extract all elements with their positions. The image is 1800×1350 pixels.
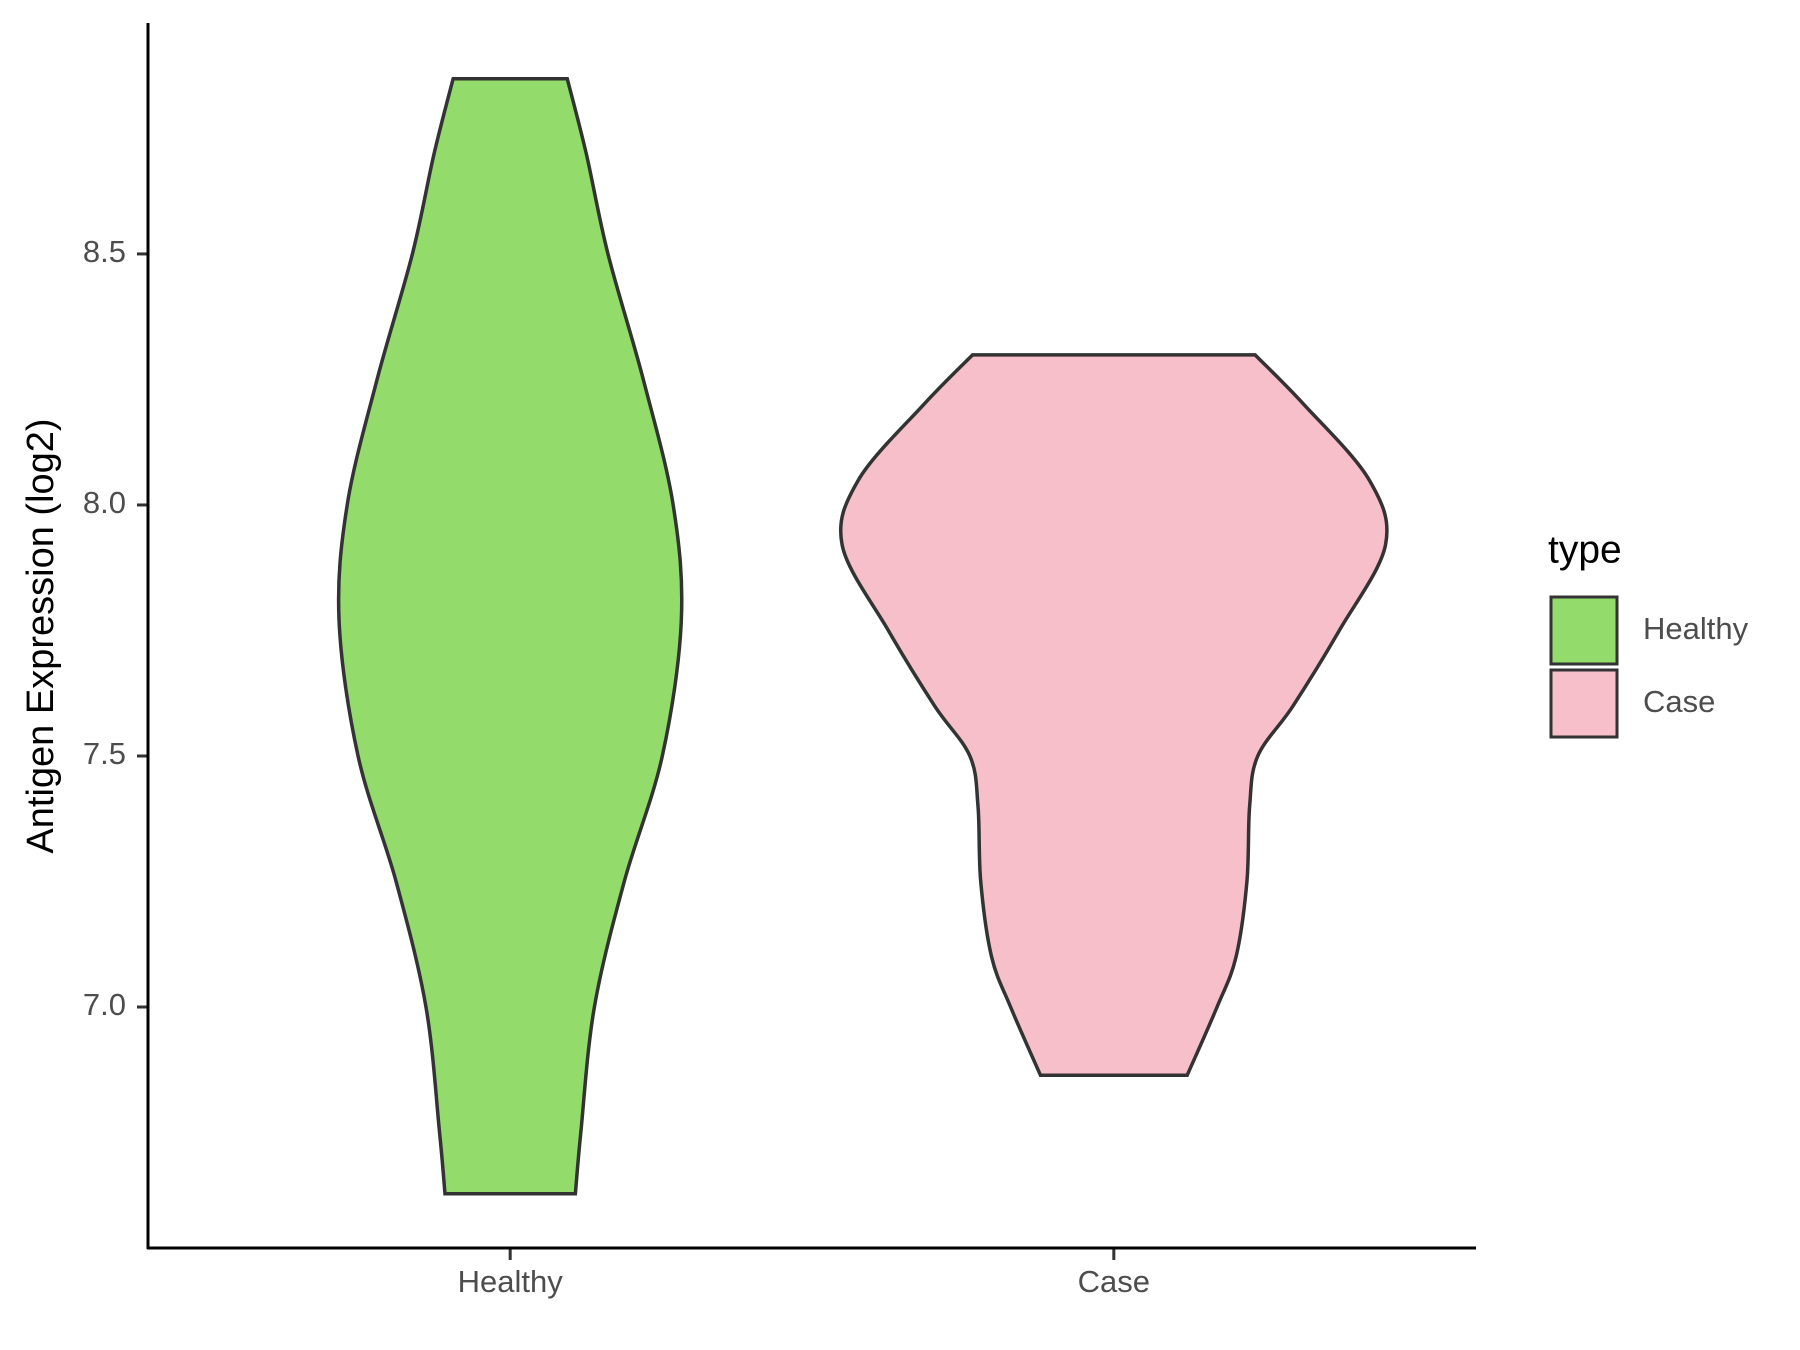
legend-label: Case xyxy=(1643,684,1715,719)
legend-key xyxy=(1549,595,1619,666)
x-tick-label: Case xyxy=(1078,1264,1150,1299)
y-tick-label: 7.0 xyxy=(83,987,126,1022)
y-tick-label: 8.0 xyxy=(83,485,126,520)
x-tick-label: Healthy xyxy=(458,1264,564,1299)
legend-title: type xyxy=(1548,528,1622,571)
violin xyxy=(838,353,1389,1078)
violin xyxy=(336,76,684,1196)
y-tick-label: 7.5 xyxy=(83,736,126,771)
y-axis-title: Antigen Expression (log2) xyxy=(20,418,62,853)
legend-label: Healthy xyxy=(1643,611,1749,646)
legend-key xyxy=(1549,668,1619,739)
y-tick-label: 8.5 xyxy=(83,234,126,269)
